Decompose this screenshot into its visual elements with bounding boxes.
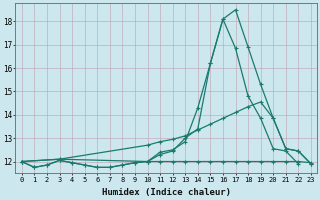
X-axis label: Humidex (Indice chaleur): Humidex (Indice chaleur) <box>102 188 231 197</box>
